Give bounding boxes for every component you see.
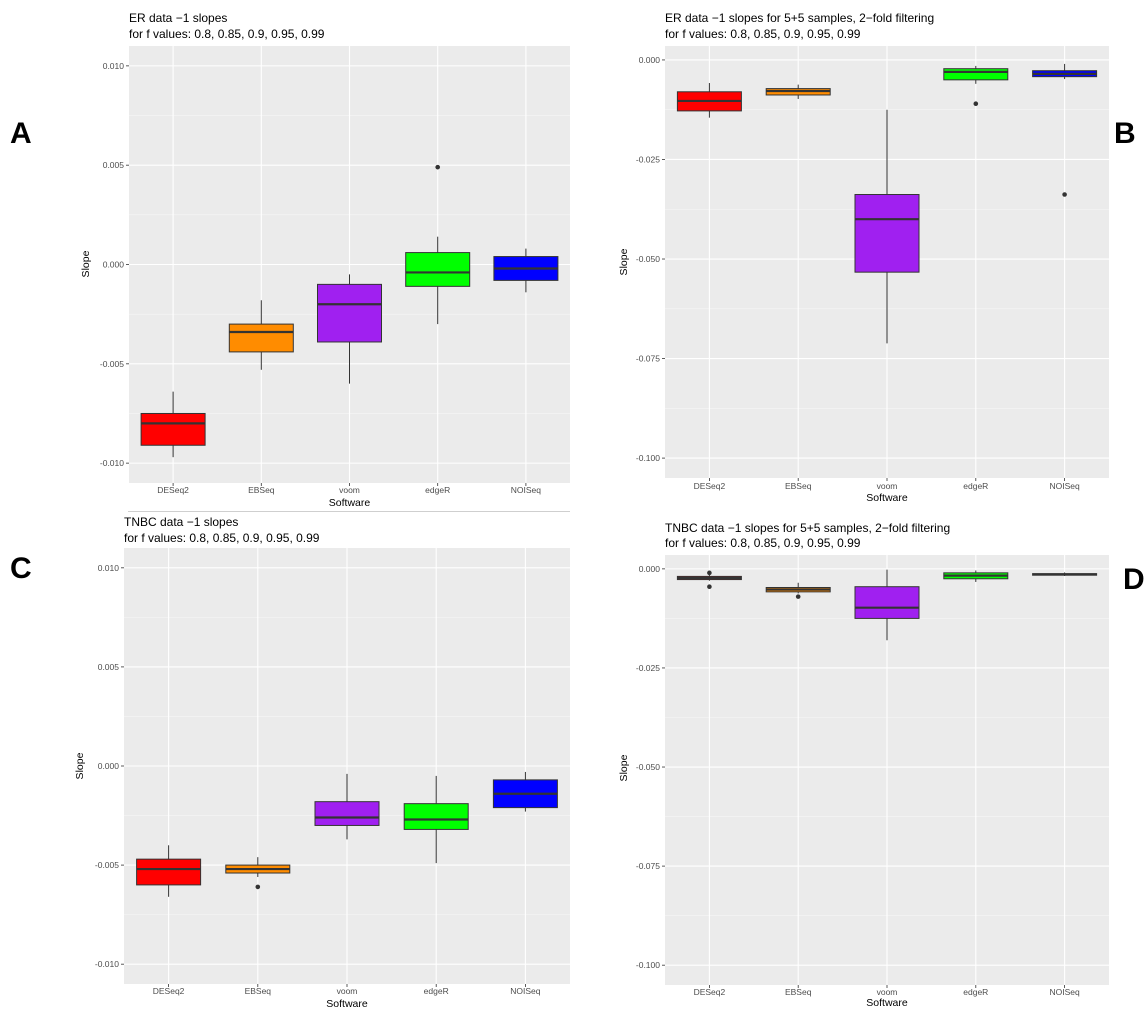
y-tick-label: 0.000 — [639, 564, 661, 574]
y-tick-label: 0.000 — [98, 761, 120, 771]
outlier-point-noiseq — [1062, 192, 1067, 197]
x-tick-label: edgeR — [425, 485, 450, 495]
box-voom — [314, 801, 380, 826]
y-axis-label: Slope — [80, 250, 92, 277]
x-tick-label: DESeq2 — [157, 485, 189, 495]
panel-b-letter: B — [1114, 117, 1136, 150]
panel-a-title-line-1: ER data −1 slopes — [129, 11, 227, 25]
x-tick-label: EBSeq — [245, 986, 272, 996]
x-tick-label: voom — [877, 987, 898, 997]
y-axis-label: Slope — [74, 752, 86, 779]
y-tick-label: -0.100 — [636, 960, 660, 970]
y-tick-label: -0.025 — [636, 663, 660, 673]
x-tick-label: DESeq2 — [694, 987, 726, 997]
y-axis-label: Slope — [618, 248, 630, 275]
panel-b: ER data −1 slopes for 5+5 samples, 2−fol… — [618, 11, 1136, 504]
y-tick-label: -0.025 — [636, 154, 660, 164]
x-tick-label: DESeq2 — [153, 986, 185, 996]
x-tick-label: NOISeq — [1049, 987, 1080, 997]
y-axis-label: Slope — [618, 754, 630, 781]
box-edger — [943, 68, 1009, 81]
box-deseq2 — [140, 412, 206, 446]
x-tick-label: edgeR — [424, 986, 449, 996]
y-tick-label: 0.000 — [639, 55, 661, 65]
panel-b-title-line-2: for f values: 0.8, 0.85, 0.9, 0.95, 0.99 — [665, 27, 861, 41]
y-tick-label: -0.100 — [636, 453, 660, 463]
x-tick-label: DESeq2 — [694, 481, 726, 491]
outlier-point-deseq2 — [707, 570, 712, 576]
x-tick-label: voom — [339, 485, 360, 495]
outlier-point-edger — [435, 164, 441, 170]
panel-b-chart: -0.100 -0.075 -0.050 -0.025 0.000 DESeq2 EBSeq… — [618, 46, 1109, 504]
box-edger — [405, 252, 471, 287]
box-voom — [854, 586, 920, 619]
outlier-point-ebseq — [795, 594, 801, 599]
x-tick-label: EBSeq — [785, 987, 812, 997]
outlier-point-deseq2 — [707, 584, 712, 590]
y-tick-label: -0.050 — [636, 762, 660, 772]
panel-d-title-line-1: TNBC data −1 slopes for 5+5 samples, 2−f… — [665, 521, 950, 535]
outlier-point-ebseq — [255, 884, 261, 890]
x-axis-label: Software — [329, 497, 371, 509]
y-tick-label: 0.005 — [103, 160, 125, 170]
x-tick-label: EBSeq — [785, 481, 812, 491]
panel-d-title-line-2: for f values: 0.8, 0.85, 0.9, 0.95, 0.99 — [665, 536, 861, 550]
panel-c-title-line-1: TNBC data −1 slopes — [124, 515, 238, 529]
x-tick-label: voom — [877, 481, 898, 491]
panel-a: ER data −1 slopes for f values: 0.8, 0.8… — [10, 11, 570, 509]
panel-a-letter: A — [10, 117, 32, 150]
y-tick-label: 0.005 — [98, 662, 120, 672]
y-tick-label: -0.010 — [100, 458, 124, 468]
x-axis-label: Software — [326, 998, 368, 1009]
outlier-point-edger — [973, 101, 979, 107]
y-tick-label: 0.000 — [103, 260, 125, 270]
panel-b-title-line-1: ER data −1 slopes for 5+5 samples, 2−fol… — [665, 11, 934, 25]
box-deseq2 — [136, 858, 202, 886]
y-tick-label: -0.075 — [636, 861, 660, 871]
x-tick-label: voom — [337, 986, 358, 996]
box-ebseq — [228, 323, 294, 353]
x-tick-label: edgeR — [963, 481, 988, 491]
panel-c-chart: -0.010 -0.005 0.000 0.005 0.010 DESeq2 EBSeq vo… — [74, 548, 570, 1009]
x-tick-label: NOISeq — [1049, 481, 1080, 491]
panel-c: TNBC data −1 slopes for f values: 0.8, 0… — [10, 515, 570, 1009]
x-axis-label: Software — [866, 492, 908, 504]
panel-d-chart: -0.100 -0.075 -0.050 -0.025 0.000 DESeq2 EBSeq… — [618, 555, 1109, 1009]
y-tick-label: 0.010 — [103, 61, 125, 71]
x-tick-label: edgeR — [963, 987, 988, 997]
y-tick-label: -0.005 — [100, 359, 124, 369]
y-tick-label: -0.010 — [95, 959, 119, 969]
box-voom — [317, 283, 382, 343]
x-tick-label: NOISeq — [510, 986, 541, 996]
panel-a-chart: -0.010 -0.005 0.000 0.005 0.010 DESeq2 EBSeq vo… — [80, 46, 570, 509]
box-edger — [403, 803, 469, 830]
panel-d-letter: D — [1123, 563, 1144, 596]
y-tick-label: -0.075 — [636, 354, 660, 364]
panel-c-title-line-2: for f values: 0.8, 0.85, 0.9, 0.95, 0.99 — [124, 531, 320, 545]
panel-a-title-line-2: for f values: 0.8, 0.85, 0.9, 0.95, 0.99 — [129, 27, 325, 41]
panel-d: TNBC data −1 slopes for 5+5 samples, 2−f… — [618, 521, 1144, 1009]
x-tick-label: EBSeq — [248, 485, 275, 495]
box-voom — [854, 194, 920, 273]
y-tick-label: -0.005 — [95, 860, 119, 870]
x-tick-label: NOISeq — [511, 485, 542, 495]
y-tick-label: -0.050 — [636, 254, 660, 264]
x-axis-label: Software — [866, 997, 908, 1009]
y-tick-label: 0.010 — [98, 563, 120, 573]
panel-c-letter: C — [10, 552, 32, 585]
